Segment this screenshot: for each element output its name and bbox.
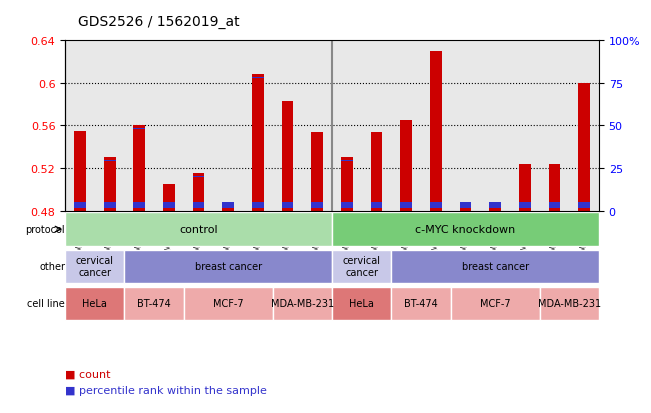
Bar	[243, 41, 273, 211]
Bar	[460, 202, 471, 209]
Bar	[450, 41, 480, 211]
Bar	[578, 202, 590, 209]
Bar	[184, 41, 214, 211]
Bar	[569, 41, 599, 211]
Text: ■ count: ■ count	[65, 369, 111, 379]
Bar	[341, 158, 353, 211]
Bar	[252, 75, 264, 211]
Bar	[540, 41, 569, 211]
Text: cervical
cancer: cervical cancer	[342, 256, 381, 278]
Text: MDA-MB-231: MDA-MB-231	[538, 299, 601, 309]
Bar	[273, 41, 302, 211]
Bar	[430, 52, 442, 211]
Bar	[519, 202, 531, 209]
Bar	[282, 202, 294, 209]
Bar	[519, 164, 531, 211]
Bar	[124, 41, 154, 211]
FancyBboxPatch shape	[391, 250, 599, 283]
Bar	[549, 164, 561, 211]
Bar	[74, 202, 86, 209]
Bar	[311, 202, 323, 209]
Text: ■ percentile rank within the sample: ■ percentile rank within the sample	[65, 385, 267, 395]
FancyBboxPatch shape	[124, 287, 184, 320]
Bar	[578, 84, 590, 211]
FancyBboxPatch shape	[540, 287, 599, 320]
Bar	[282, 102, 294, 211]
Bar	[400, 202, 412, 209]
Text: HeLa: HeLa	[349, 299, 374, 309]
Bar	[460, 207, 471, 211]
Bar	[362, 41, 391, 211]
Text: breast cancer: breast cancer	[195, 261, 262, 272]
Text: control: control	[179, 225, 218, 235]
FancyBboxPatch shape	[332, 287, 391, 320]
FancyBboxPatch shape	[184, 287, 273, 320]
Bar	[311, 133, 323, 211]
Bar	[222, 202, 234, 209]
Bar	[74, 131, 86, 211]
Bar	[391, 41, 421, 211]
FancyBboxPatch shape	[65, 287, 124, 320]
Text: GDS2526 / 1562019_at: GDS2526 / 1562019_at	[78, 15, 240, 29]
Bar	[104, 158, 115, 211]
Bar	[421, 41, 450, 211]
Bar	[133, 126, 145, 211]
Bar	[510, 41, 540, 211]
Bar	[341, 202, 353, 209]
Bar	[133, 202, 145, 209]
FancyBboxPatch shape	[124, 250, 332, 283]
FancyBboxPatch shape	[332, 213, 599, 246]
Bar	[489, 202, 501, 209]
Bar	[95, 41, 124, 211]
Text: MCF-7: MCF-7	[480, 299, 510, 309]
FancyBboxPatch shape	[391, 287, 450, 320]
FancyBboxPatch shape	[65, 250, 124, 283]
Bar	[104, 202, 115, 209]
Bar	[222, 207, 234, 211]
FancyBboxPatch shape	[332, 250, 391, 283]
Text: protocol: protocol	[25, 225, 65, 235]
Bar	[489, 206, 501, 211]
Bar	[214, 41, 243, 211]
Text: BT-474: BT-474	[137, 299, 171, 309]
Text: HeLa: HeLa	[82, 299, 107, 309]
Bar	[549, 202, 561, 209]
Text: MDA-MB-231: MDA-MB-231	[271, 299, 334, 309]
Bar	[400, 121, 412, 211]
FancyBboxPatch shape	[450, 287, 540, 320]
Text: c-MYC knockdown: c-MYC knockdown	[415, 225, 516, 235]
Bar	[370, 133, 382, 211]
Text: BT-474: BT-474	[404, 299, 438, 309]
Text: other: other	[39, 261, 65, 272]
Text: MCF-7: MCF-7	[213, 299, 243, 309]
Bar	[163, 185, 175, 211]
Bar	[163, 202, 175, 209]
FancyBboxPatch shape	[65, 213, 332, 246]
Bar	[430, 202, 442, 209]
Bar	[65, 41, 95, 211]
Text: cell line: cell line	[27, 299, 65, 309]
Bar	[154, 41, 184, 211]
Text: cervical
cancer: cervical cancer	[76, 256, 114, 278]
Bar	[332, 41, 362, 211]
Bar	[302, 41, 332, 211]
Bar	[193, 174, 204, 211]
Bar	[480, 41, 510, 211]
FancyBboxPatch shape	[273, 287, 332, 320]
Bar	[193, 202, 204, 209]
Bar	[252, 202, 264, 209]
Text: breast cancer: breast cancer	[462, 261, 529, 272]
Bar	[370, 202, 382, 209]
